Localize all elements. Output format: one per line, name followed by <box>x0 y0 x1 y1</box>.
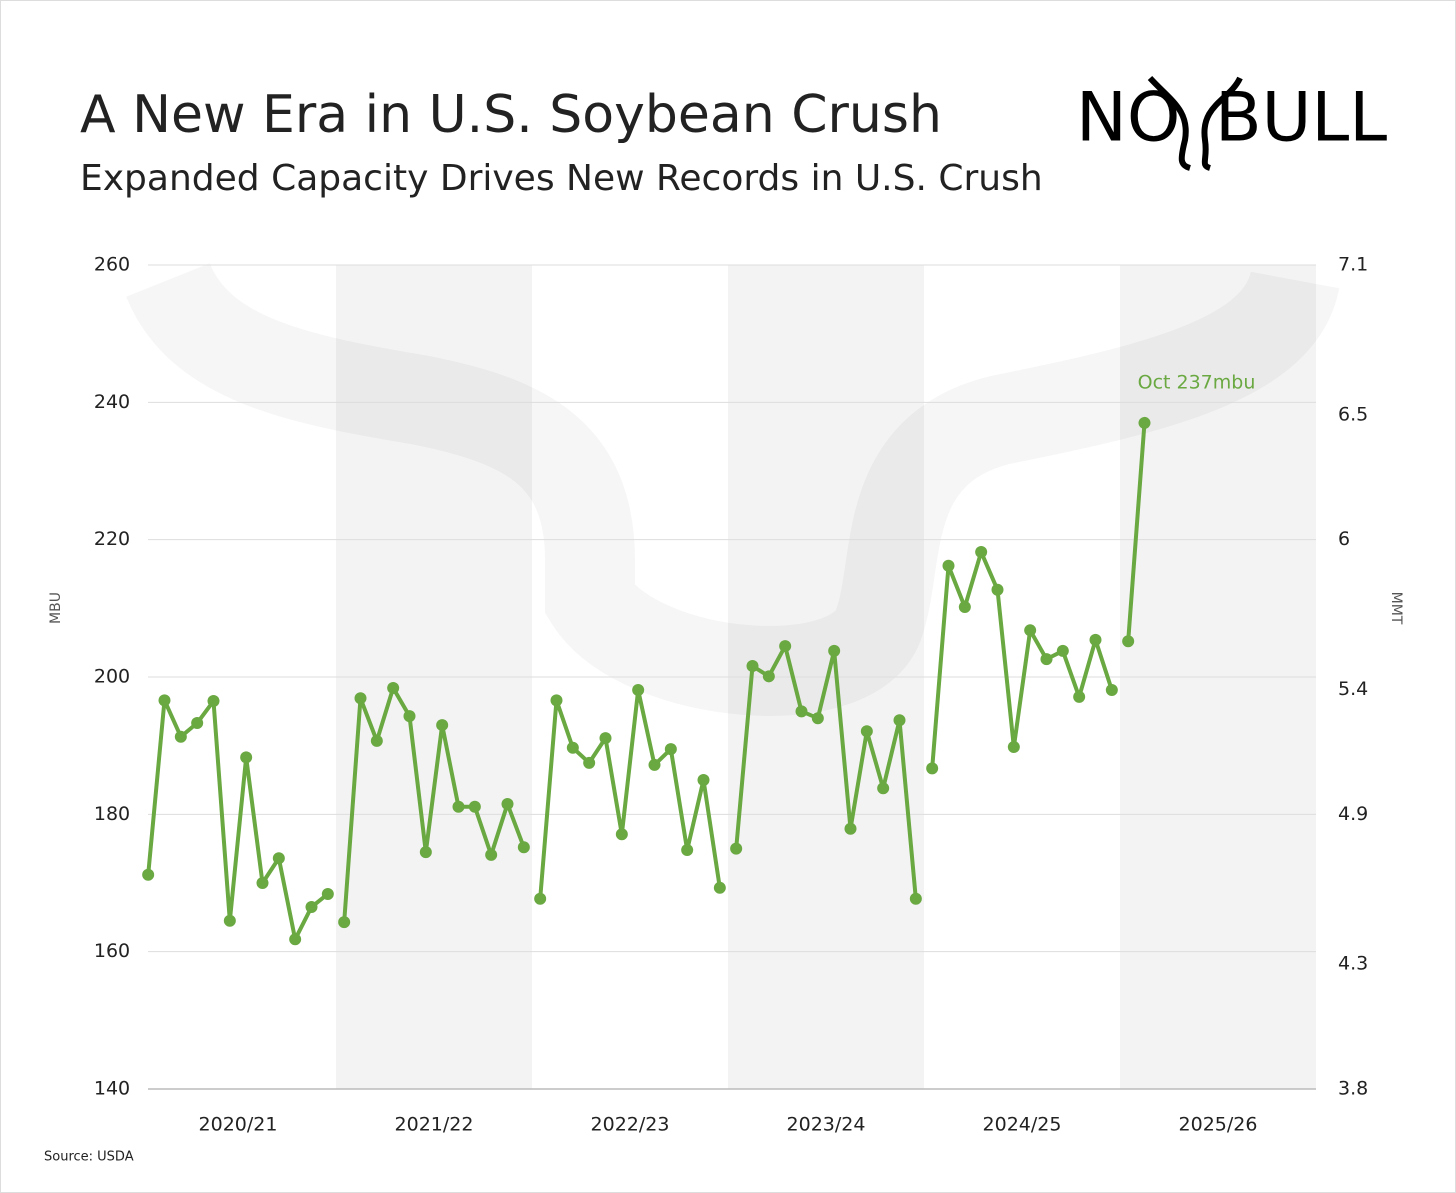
point <box>436 719 449 732</box>
point <box>174 730 187 743</box>
point <box>142 868 155 881</box>
point <box>795 705 808 718</box>
x-tick-label: 2020/21 <box>199 1114 278 1136</box>
point <box>468 800 481 813</box>
point <box>860 725 873 738</box>
x-tick-label: 2023/24 <box>787 1114 866 1136</box>
logo-text: BULL <box>1215 79 1387 158</box>
point <box>419 846 432 859</box>
point <box>223 914 236 927</box>
point <box>779 640 792 653</box>
point <box>1089 633 1102 646</box>
line <box>146 698 330 942</box>
point <box>746 660 759 673</box>
x-tick-label: 2022/23 <box>591 1114 670 1136</box>
y2-tick-label: 3.8 <box>1338 1078 1368 1100</box>
point <box>958 600 971 613</box>
point <box>1040 653 1053 666</box>
point <box>762 670 775 683</box>
point <box>501 798 514 811</box>
y2-axis-label: MMT <box>1388 592 1404 625</box>
point <box>370 734 383 747</box>
point <box>615 828 628 841</box>
y2-tick-label: 6.5 <box>1338 403 1368 425</box>
line <box>342 685 526 923</box>
point <box>191 717 204 730</box>
y2-tick-label: 6 <box>1338 528 1350 550</box>
point <box>926 762 939 775</box>
line <box>1126 422 1147 642</box>
point <box>272 852 285 865</box>
point <box>697 774 710 786</box>
y-tick-label: 180 <box>94 803 130 825</box>
point <box>583 756 596 769</box>
point <box>1056 644 1069 657</box>
point <box>566 741 579 754</box>
point <box>289 933 302 946</box>
y-tick-label: 160 <box>94 940 130 962</box>
annotation: Oct 237mbu <box>1138 371 1256 393</box>
source: Source: USDA <box>44 1150 134 1165</box>
y-tick-label: 260 <box>94 254 130 276</box>
point <box>811 712 824 725</box>
point <box>1024 624 1037 637</box>
point <box>893 714 906 727</box>
point <box>730 842 743 855</box>
y-tick-label: 220 <box>94 528 130 550</box>
point <box>452 800 465 813</box>
line <box>930 550 1114 769</box>
point <box>485 848 498 861</box>
point <box>207 695 220 708</box>
y-tick-label: 140 <box>94 1078 130 1100</box>
point <box>403 710 416 723</box>
point <box>550 694 563 707</box>
point <box>517 841 530 854</box>
point <box>387 681 400 694</box>
point <box>599 732 612 745</box>
point <box>681 844 694 857</box>
point <box>909 892 922 905</box>
point <box>1007 741 1020 754</box>
point <box>713 881 726 894</box>
point <box>991 583 1004 596</box>
point <box>240 751 253 764</box>
x-tick-label: 2025/26 <box>1179 1114 1258 1136</box>
point <box>534 892 547 905</box>
point <box>354 692 367 705</box>
y-tick-label: 240 <box>94 391 130 413</box>
point <box>1122 635 1135 648</box>
point <box>844 822 857 835</box>
point <box>664 743 677 756</box>
point <box>305 901 318 914</box>
y2-tick-label: 7.1 <box>1338 254 1368 276</box>
point <box>321 887 334 900</box>
chart-title: A New Era in U.S. Soybean Crush <box>80 85 942 145</box>
point <box>1105 684 1118 697</box>
logo-horns <box>1147 75 1243 171</box>
y2-tick-label: 4.3 <box>1338 953 1368 975</box>
y-axis-label: MBU <box>48 592 64 624</box>
point <box>648 758 661 771</box>
line <box>538 688 722 899</box>
y2-tick-label: 5.4 <box>1338 678 1368 700</box>
point <box>1138 416 1151 429</box>
point <box>877 782 890 795</box>
point <box>158 694 171 707</box>
y-tick-label: 200 <box>94 666 130 688</box>
point <box>1073 690 1086 703</box>
point <box>975 546 988 559</box>
point <box>338 916 351 929</box>
point <box>632 684 645 697</box>
y2-tick-label: 4.9 <box>1338 803 1368 825</box>
point <box>942 559 955 572</box>
point <box>828 644 841 657</box>
x-tick-label: 2024/25 <box>983 1114 1062 1136</box>
x-tick-label: 2021/22 <box>395 1114 474 1136</box>
point <box>256 877 269 889</box>
chart-subtitle: Expanded Capacity Drives New Records in … <box>80 158 1043 199</box>
